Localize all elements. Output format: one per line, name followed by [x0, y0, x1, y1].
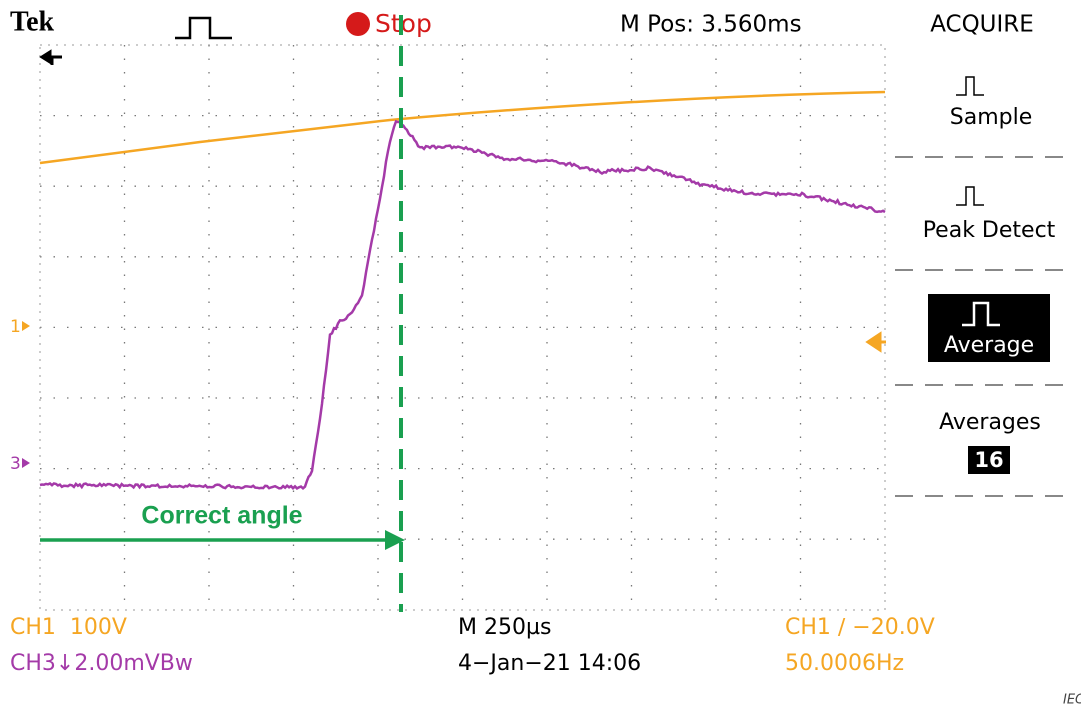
credit: IEC	[1063, 693, 1081, 708]
frequency: 50.0006Hz	[785, 651, 904, 676]
menu-title: ACQUIRE	[930, 12, 1034, 38]
menu-item[interactable]: Sample	[950, 105, 1033, 130]
menu-item[interactable]: Peak Detect	[923, 218, 1056, 243]
menu-item[interactable]: Average	[944, 333, 1034, 358]
ch3-scale: CH3↓2.00mVBw	[10, 651, 193, 676]
brand: Tek	[10, 6, 55, 37]
timebase: M 250µs	[458, 615, 551, 640]
scope-screen: Tek Stop M Pos: 3.560ms ACQUIRE Sample P…	[0, 0, 1081, 708]
stop-dot	[346, 12, 370, 36]
annotation: Correct angle	[141, 502, 302, 530]
ch3-marker: 3	[10, 454, 21, 474]
date: 4−Jan−21 14:06	[458, 651, 641, 676]
status: Stop	[375, 9, 432, 38]
ch1-marker: 1	[10, 317, 21, 337]
averages-count: 16	[974, 448, 1003, 472]
background	[0, 0, 1081, 708]
trigger: CH1 ∕ −20.0V	[785, 615, 935, 640]
position: M Pos: 3.560ms	[620, 12, 802, 38]
menu-item[interactable]: Averages	[939, 410, 1041, 435]
ch1-scale: CH1 100V	[10, 615, 127, 640]
